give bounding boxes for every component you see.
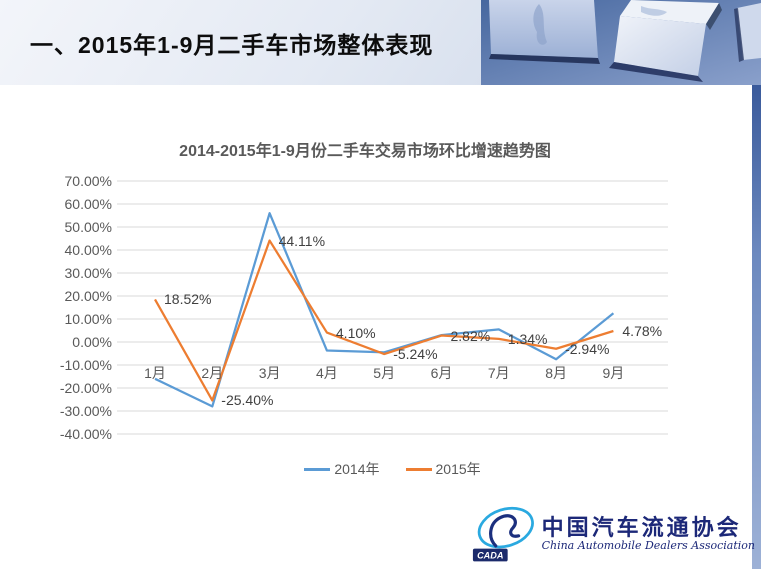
legend-swatch [304,467,331,471]
chart-title: 2014-2015年1-9月份二手车交易市场环比增速趋势图 [179,143,551,160]
legend-item-2014年[interactable]: 2014年 [304,459,380,479]
y-axis-tick-label: 70.00% [64,173,112,189]
chart-legend: 2014年 2015年 [117,459,668,479]
x-axis-label: 5月 [373,365,396,381]
y-axis-tick-label: 60.00% [64,196,112,212]
y-axis-tick-label: -40.00% [59,426,112,442]
x-axis-label: 7月 [487,365,510,381]
emblem-swan [488,514,520,548]
y-axis-tick-label: 0.00% [72,334,112,350]
cada-badge [472,548,508,562]
cube-graphic [734,3,761,62]
y-axis-tick-label: 40.00% [64,242,112,258]
logo-name-english: China Automobile Dealers Association [541,539,755,553]
x-axis-label: 9月 [602,365,625,381]
y-axis-tick-label: 50.00% [64,219,112,235]
header-title: 一、2015年1-9月二手车市场整体表现 [30,31,434,58]
data-label: 1.34% [507,330,548,347]
y-axis-tick-label: -30.00% [59,403,112,419]
x-axis-label: 3月 [258,365,281,381]
cada-badge-text: CADA [477,551,503,561]
data-label: 4.78% [622,323,663,339]
emblem-ring [477,506,534,549]
cada-logo: CADA 中国汽车流通协会 China Automobile Dealers A… [472,504,755,564]
x-axis-label: 4月 [315,365,338,381]
data-label: -2.94% [565,340,610,357]
x-axis-label: 6月 [430,365,453,381]
x-axis-label: 8月 [545,365,567,381]
cubes-illustration [481,0,761,85]
legend-label: 2015年 [435,461,481,477]
data-label: -5.24% [393,346,438,363]
y-axis-tick-label: -10.00% [59,357,112,373]
logo-text: 中国汽车流通协会 China Automobile Dealers Associ… [542,515,755,553]
data-label: 4.10% [335,324,376,341]
legend-label: 2014年 [334,461,380,477]
x-axis-label: 2月 [201,365,224,381]
data-label: 18.52% [164,291,212,308]
cube-graphic [489,0,600,64]
x-axis-label: 1月 [144,365,166,381]
data-label: 44.11% [278,232,326,249]
data-label: 2.82% [450,327,491,344]
logo-name-chinese: 中国汽车流通协会 [541,515,742,541]
cube-graphic [609,0,722,82]
legend-item-2015年[interactable]: 2015年 [405,459,481,479]
y-axis-tick-label: 10.00% [64,311,112,327]
legend-swatch [405,467,432,471]
data-label: -25.40% [221,392,274,409]
right-edge-decoration [752,85,761,569]
cada-emblem-icon: CADA [472,506,534,562]
cubes-decoration-image [481,0,761,85]
y-axis-tick-label: -20.00% [59,380,112,396]
y-axis-tick-label: 20.00% [64,288,112,304]
y-axis-tick-label: 30.00% [64,265,112,281]
slide-header: 一、2015年1-9月二手车市场整体表现 [0,0,761,85]
